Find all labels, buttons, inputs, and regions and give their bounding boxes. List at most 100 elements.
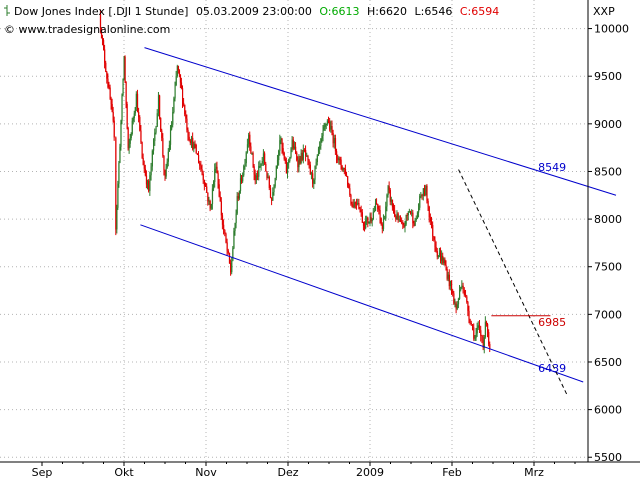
candle-body — [445, 264, 447, 270]
candle-body — [358, 203, 360, 209]
candle-body — [187, 129, 189, 137]
candle-body — [386, 195, 388, 207]
candle-body — [125, 81, 127, 104]
candle-body — [411, 212, 413, 214]
candle-body — [391, 199, 394, 208]
candle-body — [405, 214, 407, 225]
candle-body — [196, 153, 199, 156]
candle-body — [231, 260, 233, 273]
candle-body — [357, 203, 359, 205]
candle-body — [482, 340, 484, 348]
candle-body — [348, 185, 350, 189]
candle-body — [475, 333, 477, 338]
x-axis: Sep Okt Nov Dez 2009 Feb Mrz — [32, 462, 576, 479]
candle-body — [339, 158, 341, 160]
candle-body — [104, 49, 106, 63]
candle-body — [370, 217, 372, 222]
candle-body — [203, 179, 206, 186]
candle-body — [184, 104, 186, 115]
candle-body — [211, 188, 214, 205]
x-tick-label: Okt — [114, 466, 134, 479]
candle-body — [157, 95, 160, 114]
x-tick-label: Mrz — [524, 466, 544, 479]
candle-body — [362, 222, 365, 226]
candle-body — [226, 242, 228, 251]
candle-body — [144, 168, 147, 176]
candle-body — [459, 290, 461, 299]
candle-body — [108, 87, 110, 89]
candle-body — [99, 14, 102, 29]
candle-body — [186, 118, 188, 130]
candle-body — [254, 174, 256, 181]
candle-body — [112, 111, 114, 121]
channel-upper-line — [144, 47, 617, 196]
candle-body — [376, 203, 378, 205]
candle-body — [446, 269, 448, 279]
candle-body — [456, 304, 458, 309]
candle-body — [127, 127, 129, 149]
y-tick-label: 5500 — [594, 451, 622, 464]
candle-body — [143, 165, 145, 169]
candle-body — [255, 175, 258, 181]
source-label: © www.tradesignalonline.com — [4, 23, 170, 36]
candle-body — [267, 176, 269, 179]
candle-body — [160, 117, 162, 131]
candle-body — [440, 252, 442, 261]
candle-body — [282, 148, 284, 153]
candle-body — [421, 195, 423, 197]
candle-body — [221, 215, 224, 225]
y-tick-label: 7000 — [594, 308, 622, 321]
candle-body — [480, 330, 482, 336]
candle-body — [169, 129, 172, 145]
annotation-label: 6439 — [538, 362, 566, 375]
candle-body — [389, 189, 391, 202]
candle-body — [100, 28, 103, 39]
candle-body — [397, 213, 399, 221]
candle-body — [333, 138, 335, 144]
candle-body — [138, 112, 140, 118]
candle-body — [408, 211, 411, 213]
candle-body — [200, 165, 202, 170]
candle-body — [434, 239, 436, 248]
candle-body — [379, 209, 381, 219]
candle-body — [484, 321, 487, 338]
candle-body — [351, 203, 353, 205]
candle-body — [135, 93, 137, 108]
candle-body — [387, 186, 389, 196]
candle-body — [150, 166, 152, 176]
candle-body — [252, 152, 254, 167]
candle-body — [215, 166, 217, 169]
candle-body — [314, 165, 316, 180]
candle-body — [283, 152, 285, 159]
x-tick-label: Nov — [195, 466, 217, 479]
candle-body — [142, 158, 144, 166]
candle-body — [385, 206, 387, 219]
candle-body — [155, 126, 157, 133]
candle-body — [178, 70, 181, 75]
candle-body — [317, 148, 320, 156]
candle-body — [171, 124, 173, 130]
candle-body — [359, 208, 361, 210]
candle-body — [224, 230, 226, 234]
candle-body — [213, 181, 215, 189]
candle-body — [381, 224, 383, 229]
candle-body — [269, 187, 272, 198]
candle-body — [235, 213, 237, 224]
candle-body — [453, 293, 455, 304]
y-tick-label: 9500 — [594, 70, 622, 83]
candle-body — [238, 191, 241, 199]
candle-body — [454, 303, 456, 305]
candle-body — [246, 144, 249, 153]
candle-body — [470, 323, 472, 325]
y-tick-label: 6500 — [594, 356, 622, 369]
header: Dow Jones Index [.DJI 1 Stunde] 05.03.20… — [4, 5, 615, 36]
candle-body — [373, 210, 376, 212]
candle-body — [334, 138, 337, 152]
candle-body — [276, 160, 279, 166]
candle-body — [424, 188, 426, 196]
candle-body — [457, 298, 460, 305]
candle-body — [260, 163, 262, 166]
candle-body — [105, 62, 107, 72]
candle-body — [162, 138, 164, 156]
candle-body — [110, 98, 112, 105]
